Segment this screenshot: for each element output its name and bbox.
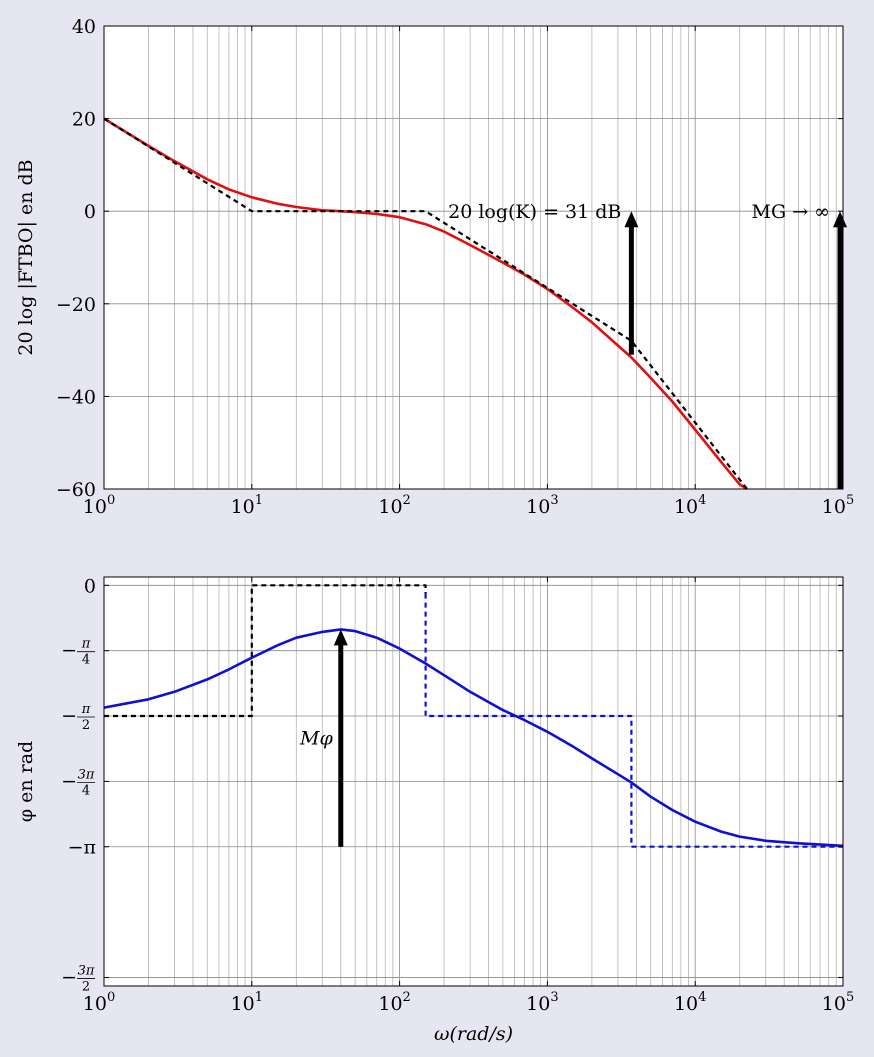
- y-tick-label: 20: [72, 109, 96, 131]
- x-tick-label: 100: [83, 990, 115, 1015]
- magnitude-plot-area: [104, 26, 843, 489]
- phase-series: [103, 584, 844, 848]
- series-line-0: [103, 628, 844, 848]
- magnitude-plot-border: [103, 25, 844, 490]
- x-tick-label: 102: [378, 493, 410, 518]
- series-line-2: [424, 593, 843, 848]
- x-tick-label: 104: [674, 990, 706, 1015]
- annotation-arrow-head: [333, 629, 348, 646]
- y-tick-label: − π2: [61, 702, 95, 733]
- magnitude-plot: 20 log(K) = 31 dB MG → ∞ 100 101 102 103 104 1…: [15, 16, 854, 518]
- y-tick-sign: −: [61, 966, 77, 988]
- y-tick-label: −60: [56, 479, 96, 501]
- y-tick-label: −3π2: [61, 963, 95, 994]
- magnitude-annotations: 20 log(K) = 31 dB MG → ∞: [448, 201, 847, 489]
- x-tick-label: 105: [822, 990, 854, 1015]
- annotation-arrow-head: [624, 211, 639, 228]
- y-tick-label: −20: [56, 294, 96, 316]
- x-tick-label: 101: [231, 493, 263, 518]
- y-tick-denominator: 4: [82, 653, 90, 668]
- x-tick-label: 104: [674, 493, 706, 518]
- phase-x-axis-label: ω(rad/s): [434, 1023, 513, 1045]
- y-tick-sign: −: [61, 640, 77, 662]
- y-tick-label: 0: [84, 575, 96, 597]
- magnitude-series: [103, 117, 748, 491]
- x-tick-label: 105: [822, 493, 854, 518]
- y-tick-numerator: π: [81, 637, 91, 652]
- y-tick-label: −40: [56, 386, 96, 408]
- x-tick-label: 102: [378, 990, 410, 1015]
- y-tick-label: 0: [84, 201, 96, 223]
- y-tick-denominator: 2: [82, 718, 90, 733]
- y-tick-denominator: 2: [82, 979, 90, 994]
- x-tick-label: 103: [526, 493, 558, 518]
- y-tick-denominator: 4: [82, 783, 90, 798]
- y-tick-label: 40: [72, 16, 96, 38]
- phase-grid: [103, 577, 843, 986]
- phase-y-axis-label: φ en rad: [15, 741, 37, 822]
- x-tick-label: 101: [231, 990, 263, 1015]
- y-tick-label: − π4: [61, 637, 95, 668]
- y-tick-numerator: 3π: [78, 767, 95, 782]
- series-line-0: [103, 117, 748, 491]
- x-tick-label: 100: [83, 493, 115, 518]
- annotation-label: 20 log(K) = 31 dB: [448, 201, 621, 223]
- x-tick-label: 103: [526, 990, 558, 1015]
- phase-annotations: Mφ: [299, 629, 348, 847]
- magnitude-y-axis-label: 20 log |FTBO| en dB: [15, 159, 37, 355]
- magnitude-ticks: 100 101 102 103 104 105 40 20 0 −20 −40 −60: [56, 16, 854, 518]
- y-tick-numerator: 3π: [78, 963, 95, 978]
- y-tick-numerator: π: [81, 702, 91, 717]
- annotation-label: Mφ: [299, 727, 333, 749]
- y-tick-sign: −: [61, 705, 77, 727]
- y-tick-label: −π: [68, 837, 96, 859]
- y-tick-sign: −: [61, 770, 77, 792]
- annotation-label: MG → ∞: [752, 201, 830, 223]
- y-tick-label: −3π4: [61, 767, 95, 798]
